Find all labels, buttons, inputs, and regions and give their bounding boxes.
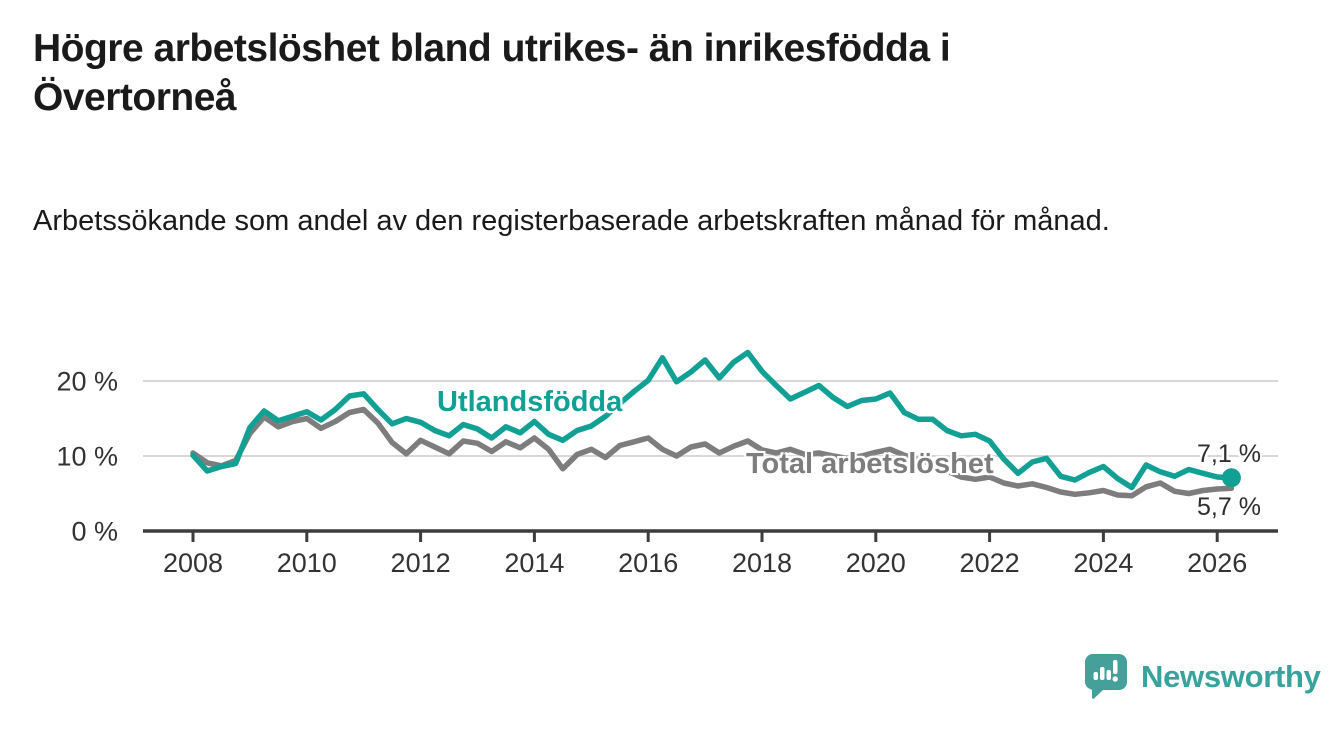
x-axis-tick-label: 2026 xyxy=(1187,548,1247,578)
y-axis-tick-label: 0 % xyxy=(71,517,118,547)
x-axis-tick-label: 2022 xyxy=(960,548,1020,578)
y-axis-tick-label: 10 % xyxy=(56,442,118,472)
series-label-utlandsfodda: Utlandsfödda xyxy=(437,386,623,418)
end-value-label-total-arbetsloshet: 5,7 % xyxy=(1197,493,1261,521)
page-subtitle: Arbetssökande som andel av den registerb… xyxy=(33,205,1110,237)
newsworthy-bubble-chart-icon xyxy=(1085,654,1127,699)
x-axis-tick-label: 2018 xyxy=(732,548,792,578)
x-axis-tick-label: 2020 xyxy=(846,548,906,578)
y-axis-tick-label: 20 % xyxy=(56,367,118,397)
newsworthy-logo: Newsworthy xyxy=(1084,653,1321,701)
end-value-label-utlandsfodda: 7,1 % xyxy=(1197,440,1261,468)
series-end-dot xyxy=(1221,468,1241,488)
page-title: Högre arbetslöshet bland utrikes- än inr… xyxy=(33,27,951,120)
x-axis-tick-label: 2010 xyxy=(277,548,337,578)
series-label-total-arbetsloshet: Total arbetslöshet xyxy=(746,448,994,480)
x-axis-tick-label: 2014 xyxy=(504,548,564,578)
x-axis-tick-label: 2012 xyxy=(391,548,451,578)
series-line-total-arbetsl-shet xyxy=(190,406,1235,499)
newsworthy-wordmark: Newsworthy xyxy=(1141,659,1321,694)
x-axis-tick-label: 2008 xyxy=(163,548,223,578)
x-axis-tick-label: 2016 xyxy=(618,548,678,578)
x-axis-tick-label: 2024 xyxy=(1073,548,1133,578)
series-line-utlandsf-dda xyxy=(190,349,1235,491)
